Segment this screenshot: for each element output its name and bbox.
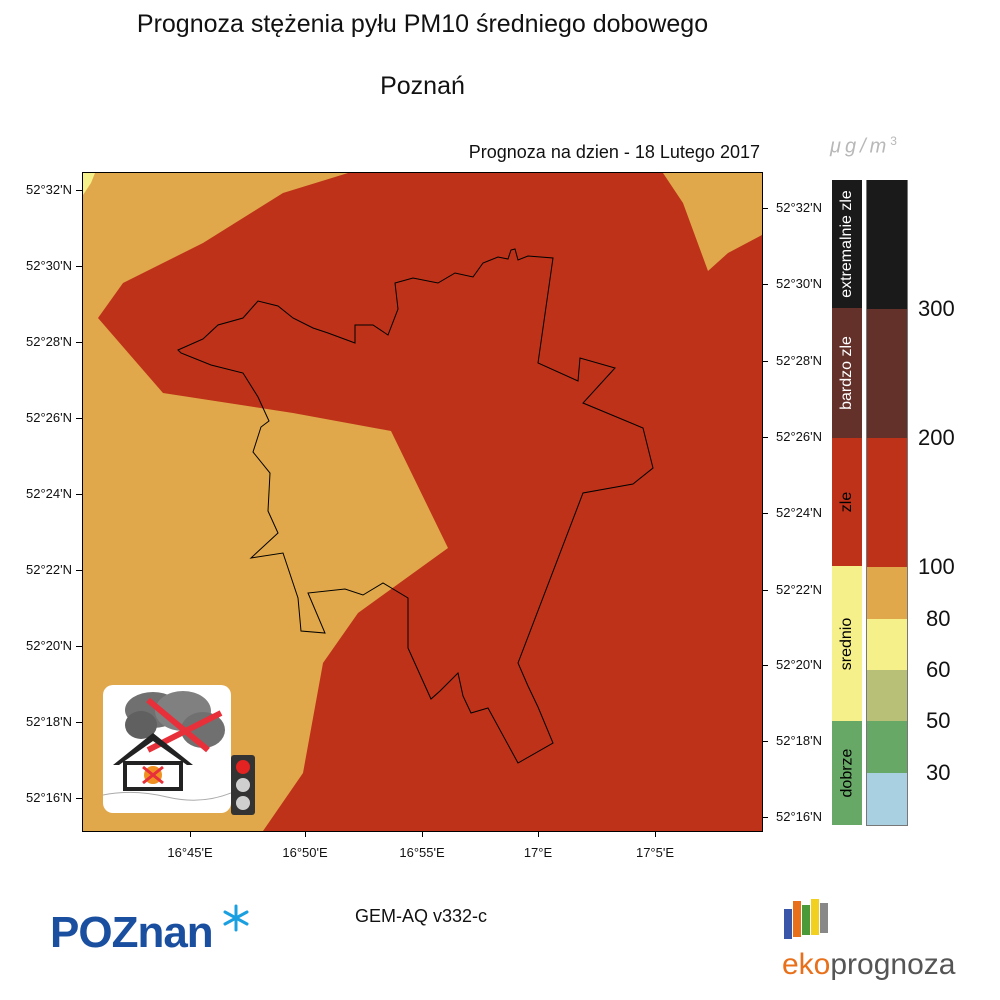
- legend-threshold: 100: [918, 554, 955, 579]
- lat-tick: [76, 418, 82, 419]
- lat-label-right: 52°20'N: [776, 657, 822, 672]
- poznan-logo: POZnan: [50, 904, 249, 958]
- lat-label-right: 52°22'N: [776, 582, 822, 597]
- asterisk-icon: [223, 904, 249, 932]
- lat-tick: [76, 570, 82, 571]
- legend-category-label: srednio: [838, 617, 856, 670]
- lat-label-right: 52°28'N: [776, 353, 822, 368]
- traffic-light-icon: [231, 755, 255, 815]
- legend-scale-segment: [866, 670, 908, 721]
- moderate-sliver: [83, 173, 95, 195]
- legend-scale-segment: [866, 180, 908, 309]
- lat-label-left: 52°20'N: [26, 638, 72, 653]
- lon-tick: [190, 831, 191, 837]
- legend-category: bardzo zle: [832, 308, 862, 438]
- legend-threshold: 30: [926, 760, 951, 785]
- lat-label-left: 52°28'N: [26, 334, 72, 349]
- lat-tick: [76, 342, 82, 343]
- legend-threshold: 60: [926, 657, 951, 682]
- legend-category-label: extremalnie zle: [838, 190, 856, 298]
- ekoprognoza-logo-text: ekoprognoza: [782, 948, 956, 981]
- lat-tick: [762, 817, 768, 818]
- legend-threshold: 80: [926, 606, 951, 631]
- lat-tick: [76, 722, 82, 723]
- model-version: GEM-AQ v332-c: [355, 906, 488, 926]
- legend-category-label: bardzo zle: [838, 336, 856, 410]
- lat-tick: [762, 741, 768, 742]
- lon-label: 17°E: [523, 845, 553, 860]
- legend-scale-segment: [866, 438, 908, 567]
- legend-category: extremalnie zle: [832, 180, 862, 308]
- bad-pollution-region: [98, 173, 762, 831]
- poznan-city-boundary: [177, 248, 654, 764]
- legend-scale-segment: [866, 721, 908, 773]
- lon-label: 17°5'E: [635, 845, 675, 860]
- lat-label-left: 52°22'N: [26, 562, 72, 577]
- lat-label-left: 52°32'N: [26, 182, 72, 197]
- lat-label-left: 52°26'N: [26, 410, 72, 425]
- legend-category-label: dobrze: [838, 748, 856, 798]
- lat-tick: [762, 284, 768, 285]
- legend-threshold: 200: [918, 425, 955, 450]
- lat-label-right: 52°26'N: [776, 429, 822, 444]
- lon-label: 16°45'E: [167, 845, 213, 860]
- ekoprognoza-logo-icon: [784, 895, 834, 945]
- lon-tick: [305, 831, 306, 837]
- lat-tick: [76, 266, 82, 267]
- city-title: Poznań: [380, 72, 465, 100]
- lon-tick: [422, 831, 423, 837]
- forecast-map: [82, 172, 763, 832]
- lat-tick: [762, 208, 768, 209]
- lat-label-left: 52°24'N: [26, 486, 72, 501]
- legend-category: srednio: [832, 566, 862, 721]
- legend-scale-segment: [866, 773, 908, 826]
- lat-label-right: 52°32'N: [776, 200, 822, 215]
- lat-tick: [762, 590, 768, 591]
- forecast-date: Prognoza na dzien - 18 Lutego 2017: [468, 142, 760, 162]
- legend-category-label: zle: [837, 491, 855, 513]
- unit-label: μg/m3: [830, 134, 901, 158]
- lon-tick: [538, 831, 539, 837]
- lon-label: 16°55'E: [399, 845, 445, 860]
- lat-tick: [76, 798, 82, 799]
- lat-label-left: 52°18'N: [26, 714, 72, 729]
- page-title: Prognoza stężenia pyłu PM10 średniego do…: [136, 10, 709, 38]
- legend-category: zle: [832, 438, 862, 566]
- lat-tick: [762, 665, 768, 666]
- legend-threshold: 300: [918, 296, 955, 321]
- lat-label-right: 52°16'N: [776, 809, 822, 824]
- no-smoke-burning-icon: [102, 685, 232, 813]
- lat-tick: [76, 494, 82, 495]
- legend-scale-segment: [866, 567, 908, 619]
- lat-tick: [76, 190, 82, 191]
- lat-label-right: 52°24'N: [776, 505, 822, 520]
- lat-tick: [762, 513, 768, 514]
- legend-threshold: 50: [926, 708, 951, 733]
- lat-tick: [76, 646, 82, 647]
- lat-label-left: 52°16'N: [26, 790, 72, 805]
- lat-label-left: 52°30'N: [26, 258, 72, 273]
- legend-scale-segment: [866, 309, 908, 438]
- lon-label: 16°50'E: [282, 845, 328, 860]
- legend-scale-segment: [866, 619, 908, 670]
- lat-label-right: 52°18'N: [776, 733, 822, 748]
- legend-category: dobrze: [832, 721, 862, 825]
- lat-label-right: 52°30'N: [776, 276, 822, 291]
- lat-tick: [762, 361, 768, 362]
- lon-tick: [655, 831, 656, 837]
- lat-tick: [762, 437, 768, 438]
